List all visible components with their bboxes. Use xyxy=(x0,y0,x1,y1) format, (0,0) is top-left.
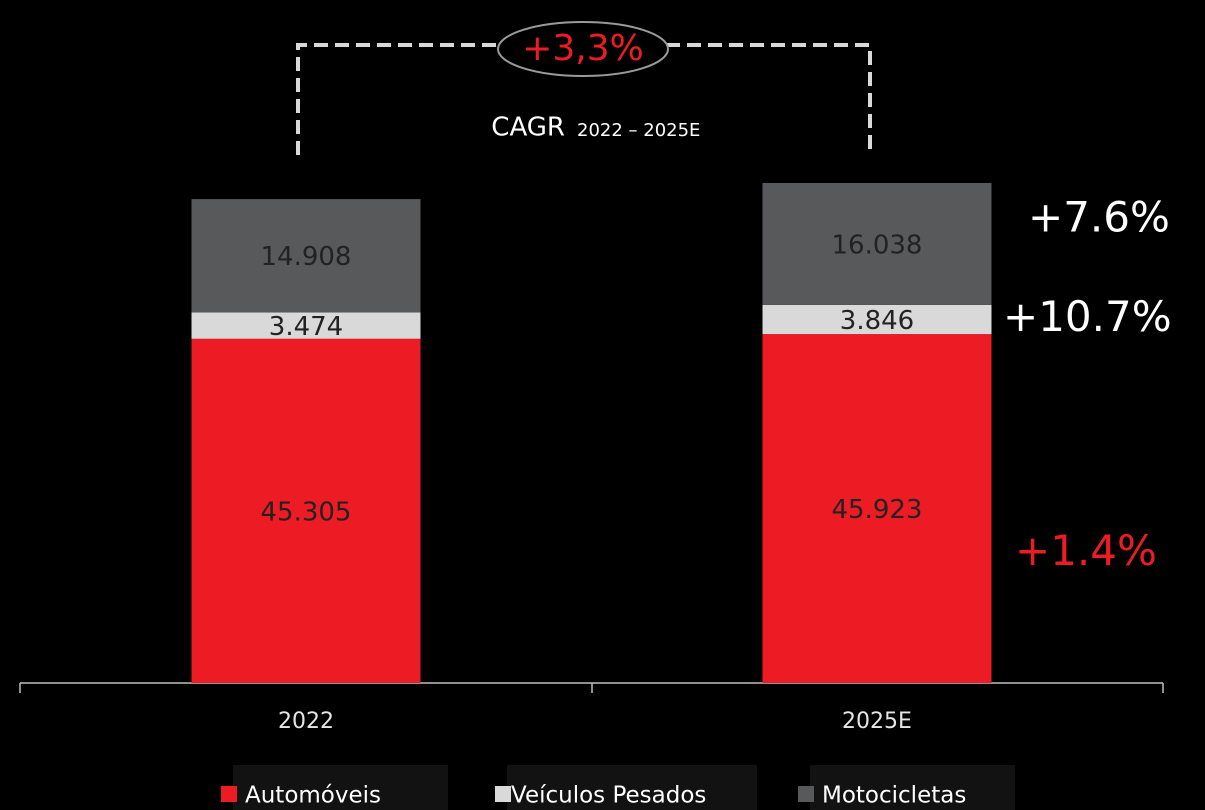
data-label: 16.038 xyxy=(832,230,923,260)
growth-label: +1.4% xyxy=(1015,526,1157,575)
x-tick-label: 2022 xyxy=(278,709,334,734)
bar-segment xyxy=(762,304,992,335)
cagr-period: 2022 – 2025E xyxy=(577,120,700,141)
cagr-ellipse xyxy=(497,21,669,77)
legend-text-bg xyxy=(810,765,1015,810)
legend-label: Veículos Pesados xyxy=(511,783,706,809)
growth-label: +10.7% xyxy=(1003,292,1172,341)
legend-text-bg xyxy=(233,765,448,810)
data-label: 14.908 xyxy=(261,242,352,272)
bar-segment xyxy=(191,312,421,339)
bar-segment xyxy=(762,183,992,305)
cagr-bracket xyxy=(296,43,872,155)
cagr-value: +3,3% xyxy=(522,28,644,69)
legend-text-bg xyxy=(507,765,757,810)
cagr-label: CAGR xyxy=(491,113,565,143)
data-label: 3.474 xyxy=(269,312,343,342)
legend-swatch xyxy=(495,786,511,802)
legend-label: Motocicletas xyxy=(822,783,966,809)
legend-swatch xyxy=(798,786,814,802)
bar-segment xyxy=(191,338,421,683)
data-label: 45.923 xyxy=(832,495,923,525)
growth-label: +7.6% xyxy=(1028,192,1170,241)
data-label: 45.305 xyxy=(261,497,352,527)
legend-label: Automóveis xyxy=(245,783,381,809)
x-tick-label: 2025E xyxy=(842,709,912,734)
data-label: 3.846 xyxy=(840,306,914,336)
bar-segment xyxy=(191,199,421,313)
bar-segment xyxy=(762,334,992,683)
legend-swatch xyxy=(221,786,237,802)
